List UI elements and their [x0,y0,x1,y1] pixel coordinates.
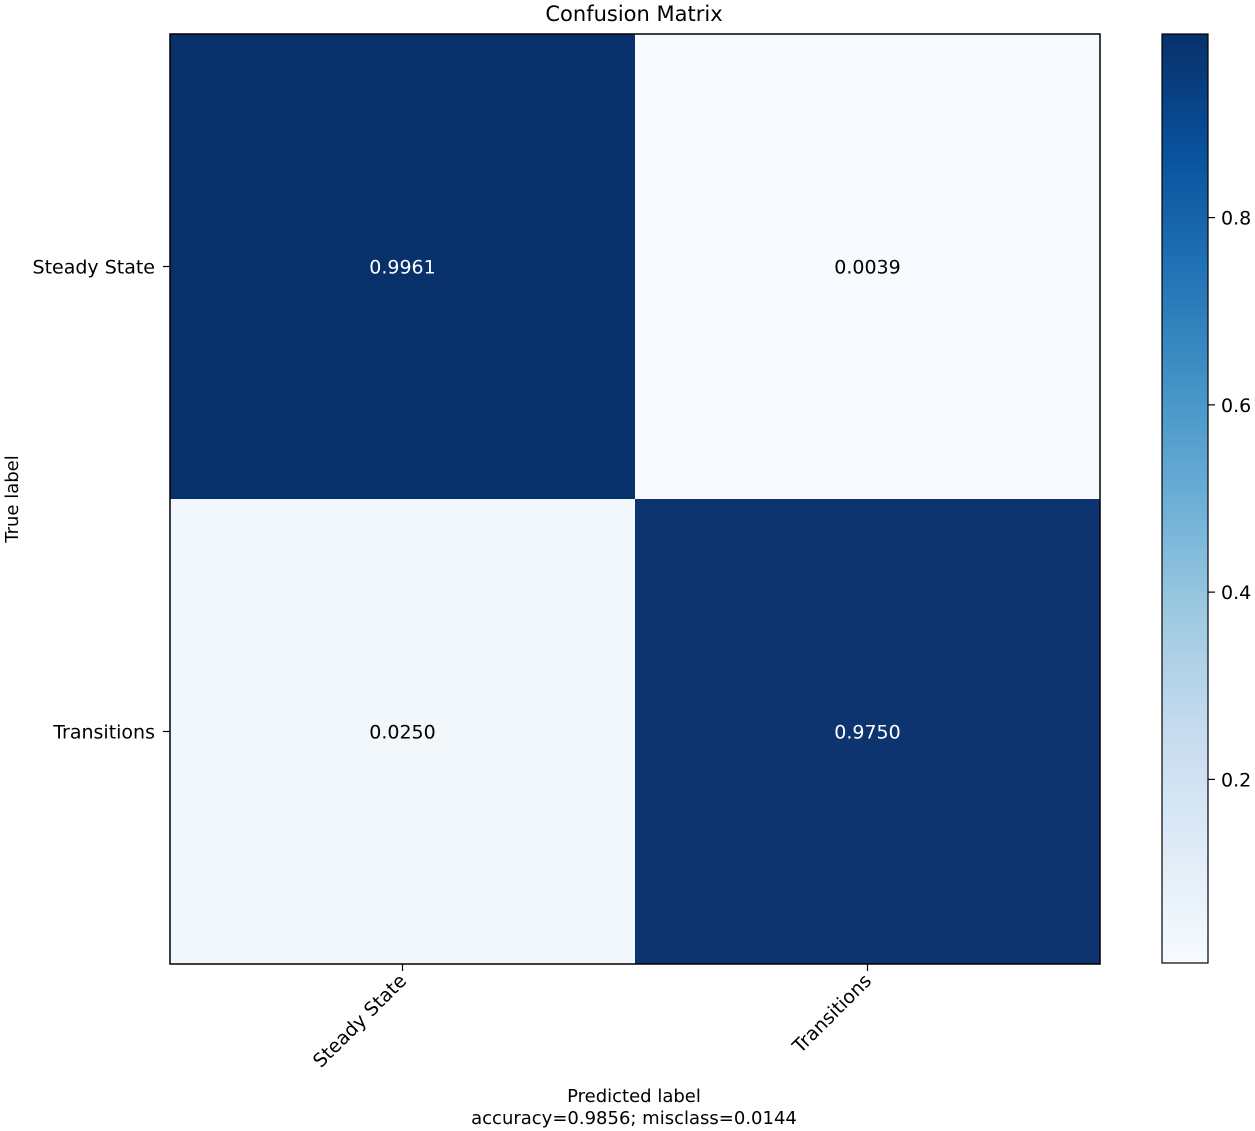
colorbar-tick-label: 0.8 [1221,208,1251,230]
plot-frame [169,33,1101,965]
y-tick-label: Steady State [33,257,155,279]
matrix-cell-values: 0.9961 0.0039 0.0250 0.9750 [369,257,900,744]
y-tick-label: Transitions [52,722,155,744]
cell-value-label: 0.0039 [834,257,900,279]
cell-value-label: 0.0250 [369,722,435,744]
colorbar-tick-label: 0.4 [1221,582,1251,604]
matrix-cell [635,34,1100,499]
x-axis-label: Predicted label [567,1086,701,1107]
y-axis-ticks: Steady State Transitions [33,257,170,744]
chart-title: Confusion Matrix [545,2,722,26]
colorbar-tick-label: 0.2 [1221,769,1251,791]
colorbar-ticks: 0.2 0.4 0.6 0.8 [1208,208,1251,791]
matrix-cell [170,34,635,499]
y-axis-label: True label [2,455,23,544]
colorbar-tick-label: 0.6 [1221,395,1251,417]
x-axis-ticks: Steady State Transitions [309,964,876,1072]
cell-value-label: 0.9750 [834,722,900,744]
x-tick-label: Steady State [309,970,411,1072]
x-tick-label: Transitions [788,970,876,1058]
matrix-cells [170,34,1100,964]
x-axis-note: accuracy=0.9856; misclass=0.0144 [471,1108,797,1129]
colorbar [1161,33,1209,964]
matrix-cell [635,499,1100,964]
cell-value-label: 0.9961 [369,257,435,279]
matrix-cell [170,499,635,964]
